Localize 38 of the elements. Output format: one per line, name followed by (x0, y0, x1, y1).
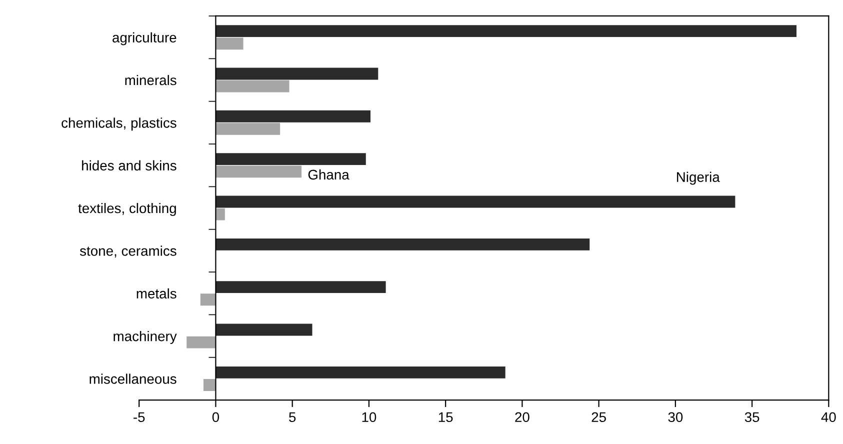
bar (216, 25, 796, 38)
y-tick-label: agriculture (112, 32, 176, 46)
bar (216, 38, 244, 50)
bar (216, 238, 590, 250)
x-tick-label: 10 (362, 412, 376, 422)
bar (203, 379, 216, 391)
x-tick-label: 5 (289, 412, 296, 422)
bar (216, 80, 290, 92)
bar (216, 366, 506, 378)
x-tick-label: 15 (438, 412, 453, 422)
x-tick-label: 35 (744, 412, 760, 422)
series-label: Nigeria (677, 172, 720, 185)
y-tick-label: textiles, clothing (78, 202, 176, 216)
x-tick-label: 0 (212, 412, 220, 422)
series-label: Ghana (308, 169, 350, 180)
y-tick-label: chemicals, plastics (62, 118, 176, 131)
bar (186, 336, 216, 348)
y-tick-label: machinery (114, 331, 177, 344)
bar (216, 68, 378, 80)
x-tick-label: 40 (821, 412, 836, 422)
y-tick-label: miscellaneous (90, 374, 176, 384)
y-tick-label: metals (136, 288, 176, 299)
bar (216, 110, 370, 122)
bar (216, 324, 312, 336)
bar (216, 281, 386, 294)
x-tick-label: -5 (134, 412, 145, 422)
x-tick-label: 25 (592, 412, 606, 422)
bar (216, 166, 302, 178)
y-tick-label: hides and skins (82, 160, 176, 171)
bar (216, 196, 736, 208)
bar (216, 153, 366, 166)
x-tick-label: 20 (515, 412, 530, 422)
bar (216, 122, 280, 135)
y-tick-label: minerals (125, 74, 176, 86)
x-tick-label: 30 (668, 412, 683, 422)
y-tick-label: stone, ceramics (80, 246, 176, 258)
bar (216, 208, 225, 220)
bar (200, 294, 216, 306)
